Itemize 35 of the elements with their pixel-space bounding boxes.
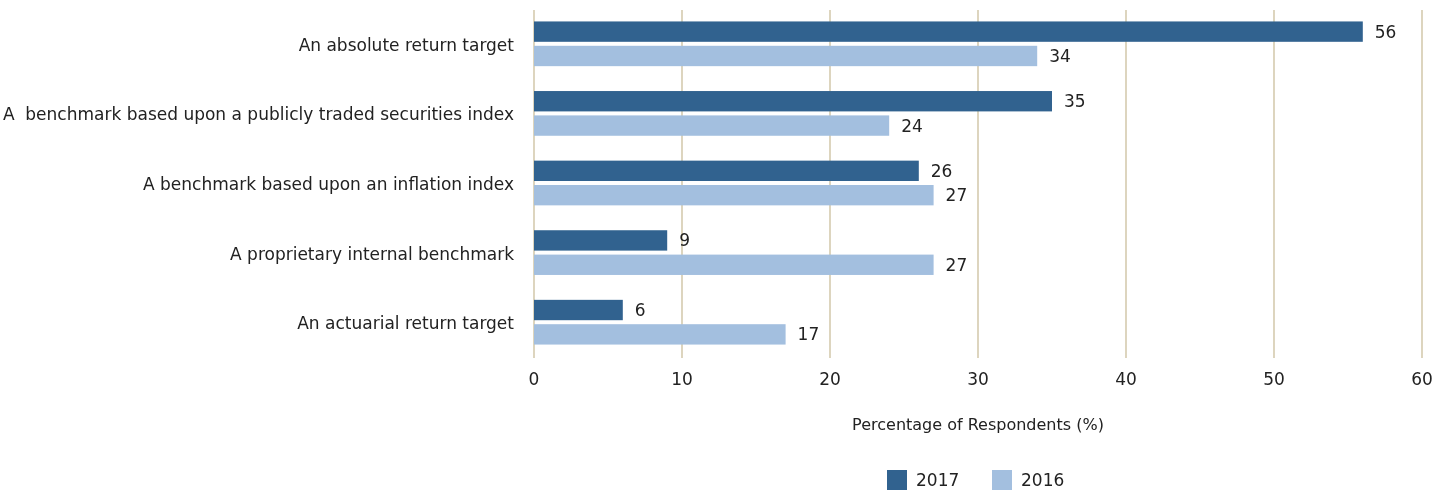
x-tick-label: 50 <box>1263 369 1285 389</box>
data-label: 34 <box>1049 45 1071 66</box>
y-tick-label: An absolute return target <box>298 34 515 55</box>
bar <box>534 45 1038 67</box>
x-tick-label: 10 <box>671 369 693 389</box>
data-label: 27 <box>945 254 968 275</box>
bar <box>534 160 919 181</box>
bar <box>534 115 890 136</box>
x-tick-label: 60 <box>1411 369 1433 389</box>
bar <box>534 230 668 251</box>
bar <box>534 91 1052 112</box>
bar <box>534 185 934 206</box>
legend-label: 2016 <box>1021 469 1065 490</box>
x-tick-label: 40 <box>1115 369 1137 389</box>
y-tick-label: A benchmark based upon an inflation index <box>143 173 514 194</box>
legend-label: 2017 <box>916 469 960 490</box>
x-axis-title: Percentage of Respondents (%) <box>852 415 1104 434</box>
x-tick-label: 0 <box>528 369 540 389</box>
bar <box>534 324 786 345</box>
y-tick-label: A proprietary internal benchmark <box>230 243 515 264</box>
x-tick-label: 30 <box>967 369 989 389</box>
data-label: 6 <box>634 299 646 320</box>
data-label: 17 <box>797 324 820 345</box>
data-label: 24 <box>901 115 923 136</box>
data-label: 26 <box>930 160 953 181</box>
bar <box>534 299 623 321</box>
data-label: 56 <box>1374 21 1397 42</box>
data-label: 27 <box>945 185 968 206</box>
y-tick-label: A benchmark based upon a publicly traded securities index <box>2 104 514 125</box>
y-tick-label: An actuarial return target <box>297 313 515 334</box>
x-tick-label: 20 <box>819 369 841 389</box>
data-label: 9 <box>679 230 691 251</box>
bar <box>534 21 1363 42</box>
bar <box>534 254 934 275</box>
data-label: 35 <box>1064 91 1086 112</box>
